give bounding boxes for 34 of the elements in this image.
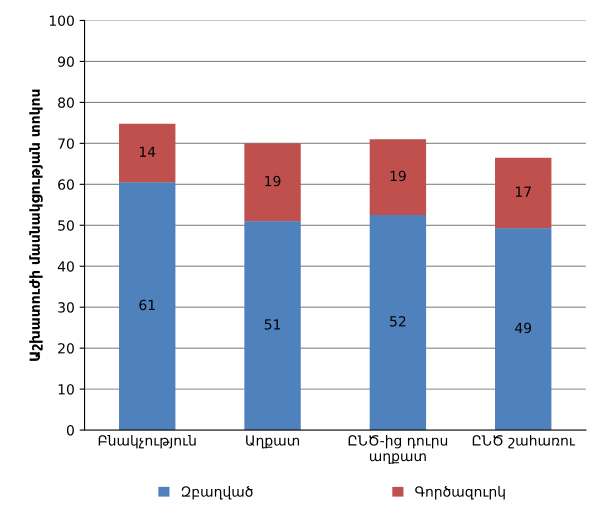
legend-label: Զբաղված — [182, 486, 253, 500]
x-tick-label: ԸՆԾ շահառու — [472, 434, 576, 448]
y-tick-label: 0 — [66, 425, 74, 436]
bar — [370, 139, 426, 216]
data-label: 51 — [264, 319, 280, 330]
data-label: 49 — [515, 322, 532, 334]
bar — [119, 182, 176, 430]
y-tick-label: 100 — [50, 15, 74, 26]
data-label: 19 — [265, 176, 280, 186]
x-tick-label: Աղքատ — [246, 435, 300, 448]
data-label: 14 — [140, 146, 156, 157]
bar — [370, 215, 426, 430]
bar — [244, 143, 301, 222]
legend-label: Գործազուրկ — [415, 486, 505, 500]
bar — [495, 228, 552, 430]
y-tick-label: 30 — [58, 302, 74, 313]
data-label: 61 — [139, 300, 155, 310]
data-label: 19 — [390, 170, 406, 182]
data-label: 17 — [516, 186, 531, 197]
x-tick-label: ԸՆԾ-ից դուրս աղքատ — [348, 434, 448, 464]
y-tick-label: 80 — [58, 97, 74, 108]
y-tick-label: 90 — [58, 56, 74, 67]
bar — [495, 158, 552, 228]
y-tick-label: 50 — [58, 220, 74, 231]
y-tick-label: 70 — [58, 138, 74, 149]
data-label: 52 — [390, 316, 406, 327]
y-tick-label: 10 — [58, 384, 74, 395]
x-tick-label: Բնակչություն — [98, 434, 196, 448]
y-axis-title: Աշխատուժի մասնակցության տոկոս — [29, 90, 43, 361]
bar — [244, 221, 301, 430]
y-tick-label: 20 — [58, 343, 74, 354]
y-tick-label: 60 — [58, 179, 74, 190]
y-tick-label: 40 — [58, 261, 74, 272]
bar — [119, 124, 176, 182]
